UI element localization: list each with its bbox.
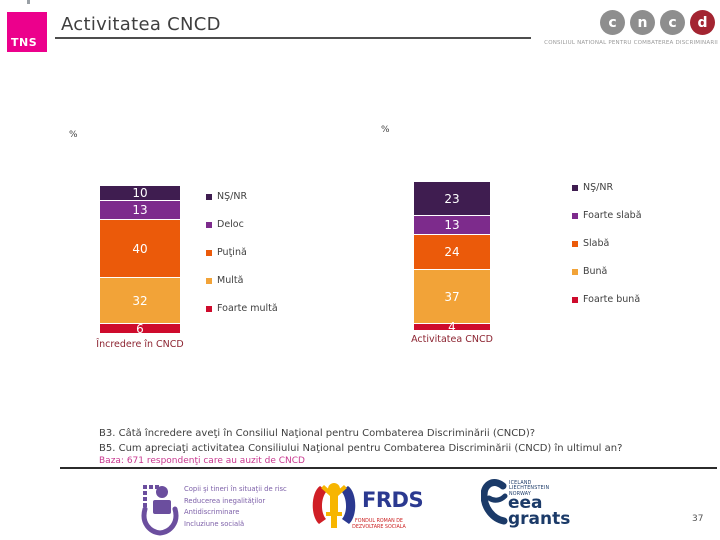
social-inclusion-program-text: Copii şi tineri în situaţii de risc Redu…	[184, 484, 287, 530]
eea-country: ICELAND	[509, 481, 532, 486]
question-b5: B5. Cum apreciaţi activitatea Consiliulu…	[99, 443, 623, 454]
footer-divider	[60, 467, 717, 469]
cncd-logo-caption: CONSILIUL NATIONAL PENTRU COMBATEREA DIS…	[544, 40, 718, 46]
page-title: Activitatea CNCD	[61, 14, 221, 35]
legend-label: Bună	[583, 266, 608, 277]
legend-label: Puţină	[217, 247, 247, 258]
cncd-logo: c n c d	[600, 10, 715, 35]
legend-item: Foarte slabă	[572, 210, 642, 221]
legend-label: NŞ/NR	[217, 191, 248, 202]
eea-logo-word-1: eea	[508, 493, 543, 513]
legend-label: Foarte slabă	[583, 210, 642, 221]
right-chart-legend: NŞ/NR Foarte slabă Slabă Bună Foarte bună	[572, 182, 642, 305]
stacked-bar-incredere: 10 13 40 32 6	[100, 186, 180, 335]
program-line: Incluziune socială	[184, 519, 245, 528]
legend-item: NŞ/NR	[206, 191, 278, 202]
legend-item: Foarte multă	[206, 303, 278, 314]
eea-logo-word-2: grants	[508, 509, 571, 529]
cncd-logo-letter: d	[690, 10, 715, 35]
base-note: Baza: 671 respondenţi care au auzit de C…	[99, 456, 305, 466]
legend-swatch	[572, 184, 578, 191]
bar-segment: 24	[414, 235, 490, 269]
legend-label: Foarte multă	[217, 303, 278, 314]
bar-segment: 10	[100, 186, 180, 200]
legend-item: Slabă	[572, 238, 642, 249]
question-b3: B3. Câtă încredere aveţi în Consiliul Na…	[99, 428, 536, 439]
program-line: Copii şi tineri în situaţii de risc	[184, 485, 287, 493]
legend-swatch	[572, 212, 578, 219]
legend-swatch	[206, 277, 212, 284]
legend-swatch	[206, 221, 212, 228]
right-chart-percent-label: %	[381, 125, 390, 135]
frds-logo-icon	[312, 483, 356, 528]
legend-swatch	[572, 268, 578, 275]
bar-segment: 13	[414, 216, 490, 234]
legend-item: Multă	[206, 275, 278, 286]
frds-logo-text: FRDS	[362, 488, 424, 512]
legend-item: Foarte bună	[572, 294, 642, 305]
bar-segment: 6	[100, 323, 180, 335]
left-chart-legend: NŞ/NR Deloc Puţină Multă Foarte multă	[206, 191, 278, 314]
legend-item: Deloc	[206, 219, 278, 230]
left-chart-percent-label: %	[69, 130, 78, 140]
eea-grants-swirl-icon	[481, 479, 508, 525]
tns-logo: TNS	[7, 12, 47, 52]
eea-countries-text: ICELAND LIECHTENSTEIN NORWAY	[509, 481, 549, 497]
tns-logo-text: TNS	[11, 36, 38, 49]
social-inclusion-program-icon	[141, 485, 179, 536]
legend-label: Deloc	[217, 219, 244, 230]
cncd-logo-letter: c	[600, 10, 625, 35]
legend-label: Foarte bună	[583, 294, 641, 305]
eea-country: LIECHTENSTEIN	[509, 486, 550, 492]
left-chart-axis-label: Încredere în CNCD	[96, 339, 184, 350]
cncd-logo-letter: c	[660, 10, 685, 35]
bar-segment: 40	[100, 220, 180, 277]
title-underline	[55, 37, 531, 39]
legend-swatch	[206, 249, 212, 256]
right-chart-axis-label: Activitatea CNCD	[411, 334, 493, 345]
bar-segment: 23	[414, 182, 490, 215]
legend-label: Multă	[217, 275, 244, 286]
eea-country: NORWAY	[509, 491, 532, 497]
bar-segment: 4	[414, 321, 490, 333]
legend-item: Bună	[572, 266, 642, 277]
legend-swatch	[572, 296, 578, 303]
program-line: Antidiscriminare	[184, 508, 240, 516]
bar-segment: 32	[100, 278, 180, 323]
crop-mark	[27, 0, 30, 4]
legend-swatch	[206, 305, 212, 312]
legend-label: Slabă	[583, 238, 610, 249]
frds-logo-caption: FONDUL ROMAN DE DEZVOLTARE SOCIALA	[352, 519, 406, 530]
bar-segment: 37	[414, 270, 490, 323]
legend-swatch	[572, 240, 578, 247]
program-line: Reducerea inegalităţilor	[184, 496, 266, 505]
legend-item: Puţină	[206, 247, 278, 258]
cncd-logo-letter: n	[630, 10, 655, 35]
legend-label: NŞ/NR	[583, 182, 614, 193]
legend-item: NŞ/NR	[572, 182, 642, 193]
page-number: 37	[692, 514, 704, 524]
bar-segment: 13	[100, 201, 180, 219]
legend-swatch	[206, 193, 212, 200]
stacked-bar-activitatea: 23 13 24 37 4	[414, 182, 490, 333]
